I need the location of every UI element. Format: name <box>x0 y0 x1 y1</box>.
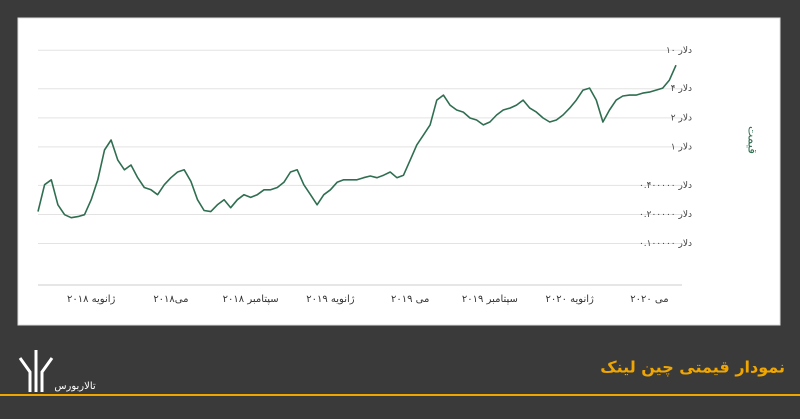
y-tick-label: ۲ دلار <box>671 113 692 123</box>
x-tick-label: ۲۰۱۸می <box>153 294 188 305</box>
y-tick-label: ۱۰ دلار <box>666 46 692 56</box>
y-tick-label: ۴ دلار <box>671 84 692 94</box>
x-tick-label: ۲۰۱۸ سپتامبر <box>223 294 279 305</box>
x-tick-label: ۲۰۱۹ سپتامبر <box>462 294 518 305</box>
chart-title: نمودار قیمتی چین لینک <box>600 358 785 378</box>
logo-mark <box>18 350 54 392</box>
x-tick-label: ۲۰۲۰ ژانویه <box>545 294 594 305</box>
brand: تالاربورس <box>54 381 96 392</box>
y-axis-title: قیمت <box>746 126 760 154</box>
x-tick-label: ۲۰۲۰ می <box>630 294 668 305</box>
y-tick-label: ۱ دلار <box>671 142 692 152</box>
x-tick-label: ۲۰۱۸ ژانویه <box>67 294 116 305</box>
y-tick-label: ۰.۴۰۰۰۰۰ دلار <box>639 181 692 191</box>
chart-panel <box>17 17 781 326</box>
y-tick-label: ۰.۱۰۰۰۰۰ دلار <box>639 239 692 249</box>
x-tick-label: ۲۰۱۹ ژانویه <box>306 294 355 305</box>
price-line <box>37 64 677 219</box>
y-tick-label: ۰.۲۰۰۰۰۰ دلار <box>639 210 692 220</box>
logo <box>18 350 54 392</box>
x-tick-label: ۲۰۱۹ می <box>391 294 429 305</box>
